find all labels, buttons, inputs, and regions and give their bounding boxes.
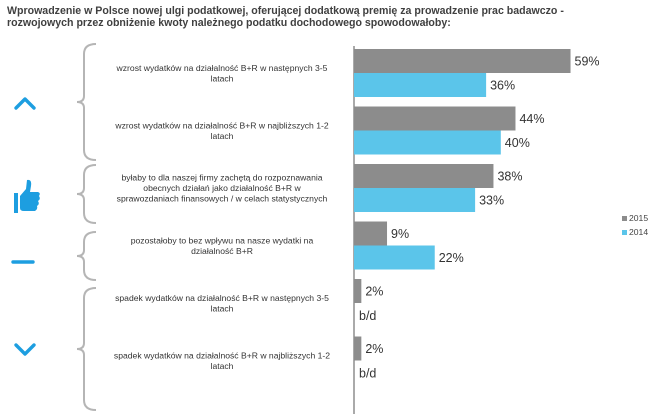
data-label: 38% (497, 170, 522, 184)
bar-2015 (354, 336, 362, 361)
category-label: sprawozdaniach finansowych / w celach st… (117, 194, 328, 204)
data-label: b/d (359, 309, 376, 323)
bar-2015 (354, 49, 571, 73)
thumbs-up-icon (14, 179, 40, 213)
category-label: wzrost wydatków na działalność B+R w naj… (114, 120, 328, 130)
bar-2015 (354, 279, 362, 303)
bar-2014 (354, 245, 435, 270)
data-label: 33% (479, 194, 504, 208)
bar-2015 (354, 221, 388, 246)
category-label: spadek wydatków na działalność B+R w naj… (114, 350, 330, 360)
data-label: b/d (359, 367, 376, 381)
data-label: 44% (519, 112, 544, 126)
data-label: 22% (439, 251, 464, 265)
category-label: byłaby to dla naszej firmy zachętą do ro… (121, 173, 322, 183)
data-label: 36% (490, 79, 515, 93)
group-brace (76, 43, 97, 161)
data-label: 9% (391, 227, 409, 241)
data-label: 59% (575, 55, 600, 69)
category-label: latach (211, 73, 234, 83)
category-label: obecnych działań jako działalność B+R w (143, 183, 301, 193)
chevron-up-icon (14, 97, 36, 110)
group-brace (76, 231, 97, 281)
group-brace (76, 164, 97, 224)
legend-label: 2014 (629, 227, 648, 237)
legend-swatch (622, 230, 627, 235)
chevron-down-icon (14, 343, 36, 356)
chart-title-line: rozwojowych przez obniżenie kwoty należn… (7, 17, 451, 29)
category-label: latach (211, 361, 234, 371)
category-label: działalność B+R (191, 246, 253, 256)
data-label: 2% (365, 342, 383, 356)
category-label: latach (211, 303, 234, 313)
data-label: 2% (365, 285, 383, 299)
chart-title-line: Wprowadzenie w Polsce nowej ulgi podatko… (7, 5, 564, 17)
bar-2014 (354, 188, 476, 212)
bar-2015 (354, 106, 516, 131)
category-label: wzrost wydatków na działalność B+R w nas… (116, 63, 328, 73)
category-label: pozostałoby to bez wpływu na nasze wydat… (131, 235, 314, 245)
legend-label: 2015 (629, 213, 648, 223)
group-brace (76, 287, 97, 411)
category-label: spadek wydatków na działalność B+R w nas… (115, 293, 329, 303)
data-label: 40% (505, 136, 530, 150)
category-label: latach (211, 131, 234, 141)
bar-2014 (354, 73, 487, 97)
bar-2014 (354, 130, 501, 155)
legend-swatch (622, 216, 627, 221)
bar-2015 (354, 164, 494, 188)
